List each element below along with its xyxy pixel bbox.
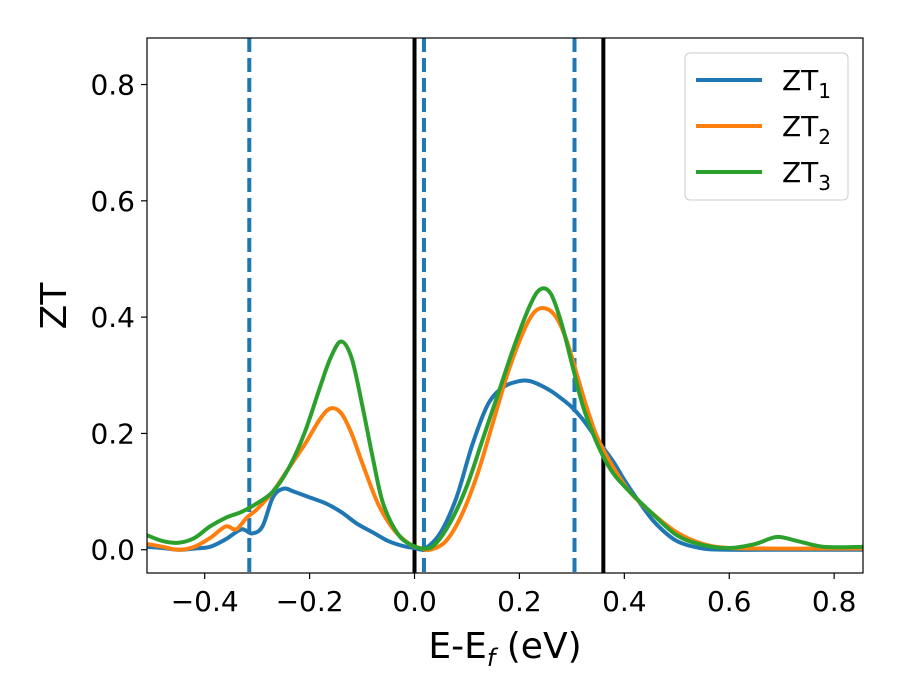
y-tick-label: 0.0 xyxy=(90,534,135,567)
vertical-lines xyxy=(247,38,606,573)
legend: ZT1 ZT2 ZT3 xyxy=(684,52,849,201)
legend-label: ZT1 xyxy=(782,64,831,103)
x-tick-label: 0.0 xyxy=(392,585,437,618)
x-axis: −0.4 −0.2 0.0 0.2 0.4 0.6 0.8 xyxy=(171,573,857,618)
x-tick-label: −0.2 xyxy=(276,585,344,618)
series-layer xyxy=(147,286,863,553)
x-tick-label: 0.2 xyxy=(497,585,542,618)
x-axis-title: E-Ef (eV) xyxy=(428,626,581,672)
x-tick-label: 0.4 xyxy=(602,585,647,618)
y-tick-label: 0.2 xyxy=(90,417,135,450)
legend-label: ZT3 xyxy=(782,156,831,195)
y-axis: 0.0 0.2 0.4 0.6 0.8 xyxy=(90,69,147,567)
plot-frame xyxy=(146,37,864,574)
x-tick-label: 0.8 xyxy=(812,585,857,618)
x-tick-label: −0.4 xyxy=(171,585,239,618)
legend-box xyxy=(684,52,849,201)
legend-label: ZT2 xyxy=(782,110,831,149)
y-tick-label: 0.6 xyxy=(90,185,135,218)
y-tick-label: 0.4 xyxy=(90,301,135,334)
series-line-zt3 xyxy=(147,286,863,551)
y-tick-label: 0.8 xyxy=(90,69,135,102)
x-tick-label: 0.6 xyxy=(707,585,752,618)
y-axis-title: ZT xyxy=(34,282,75,330)
